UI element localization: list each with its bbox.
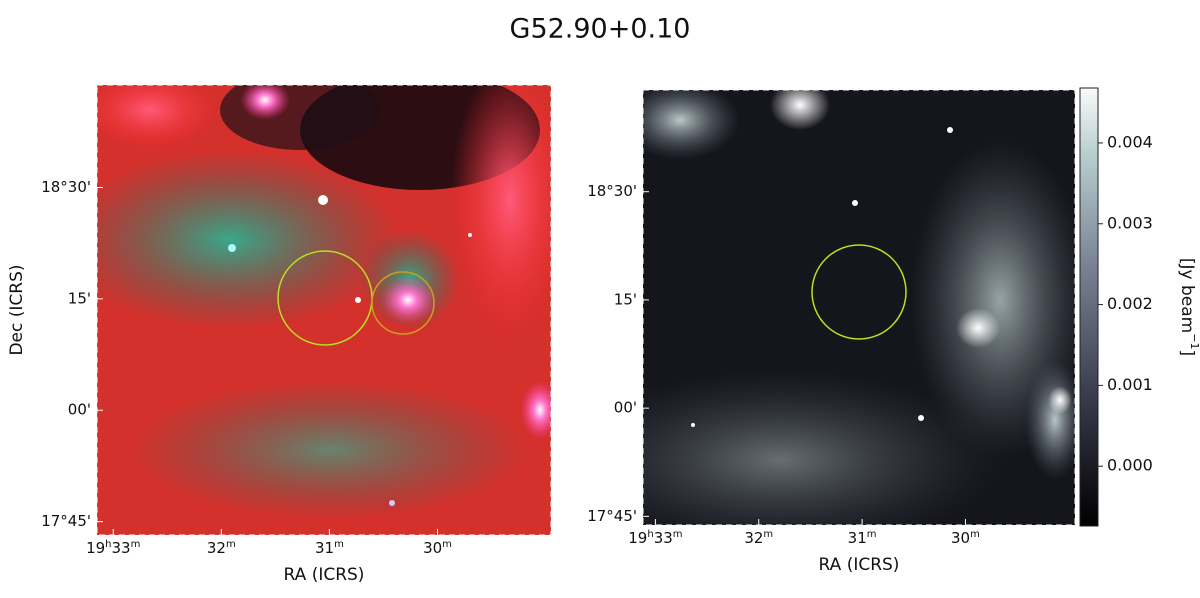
y-tick-label: 00' [68, 401, 91, 419]
frame [96, 84, 552, 536]
rgb-image [97, 85, 551, 535]
x-tick-label: 19h33m [86, 539, 140, 557]
x-axis-label: RA (ICRS) [819, 555, 900, 575]
frame [642, 89, 1076, 526]
colorbar-tick-label: 0.001 [1107, 375, 1153, 394]
colorbar-label: [Jy beam−1] [1177, 258, 1200, 356]
figure-title: G52.90+0.10 [510, 14, 691, 45]
y-tick-label: 15' [68, 289, 91, 307]
colorbar-tick-label: 0.003 [1107, 213, 1153, 232]
x-tick-label: 30m [951, 529, 980, 547]
colorbar [1079, 87, 1099, 527]
y-tick-label: 15' [614, 290, 637, 308]
colorbar-tick-label: 0.004 [1107, 132, 1153, 151]
y-tick-label: 18°30' [587, 182, 637, 200]
x-axis-label: RA (ICRS) [284, 565, 365, 585]
x-tick-label: 32m [207, 539, 236, 557]
x-tick-label: 31m [315, 539, 344, 557]
y-axis-label: Dec (ICRS) [7, 264, 27, 355]
radio-image [643, 90, 1075, 525]
y-tick-label: 00' [614, 399, 637, 417]
x-tick-label: 31m [848, 529, 877, 547]
x-tick-label: 32m [744, 529, 773, 547]
x-tick-label: 19h33m [628, 529, 682, 547]
colorbar-tick-label: 0.002 [1107, 294, 1153, 313]
y-tick-label: 17°45' [587, 507, 637, 525]
colorbar-tick-label: 0.000 [1107, 456, 1153, 475]
y-tick-label: 17°45' [41, 512, 91, 530]
y-tick-label: 18°30' [41, 178, 91, 196]
x-tick-label: 30m [423, 539, 452, 557]
